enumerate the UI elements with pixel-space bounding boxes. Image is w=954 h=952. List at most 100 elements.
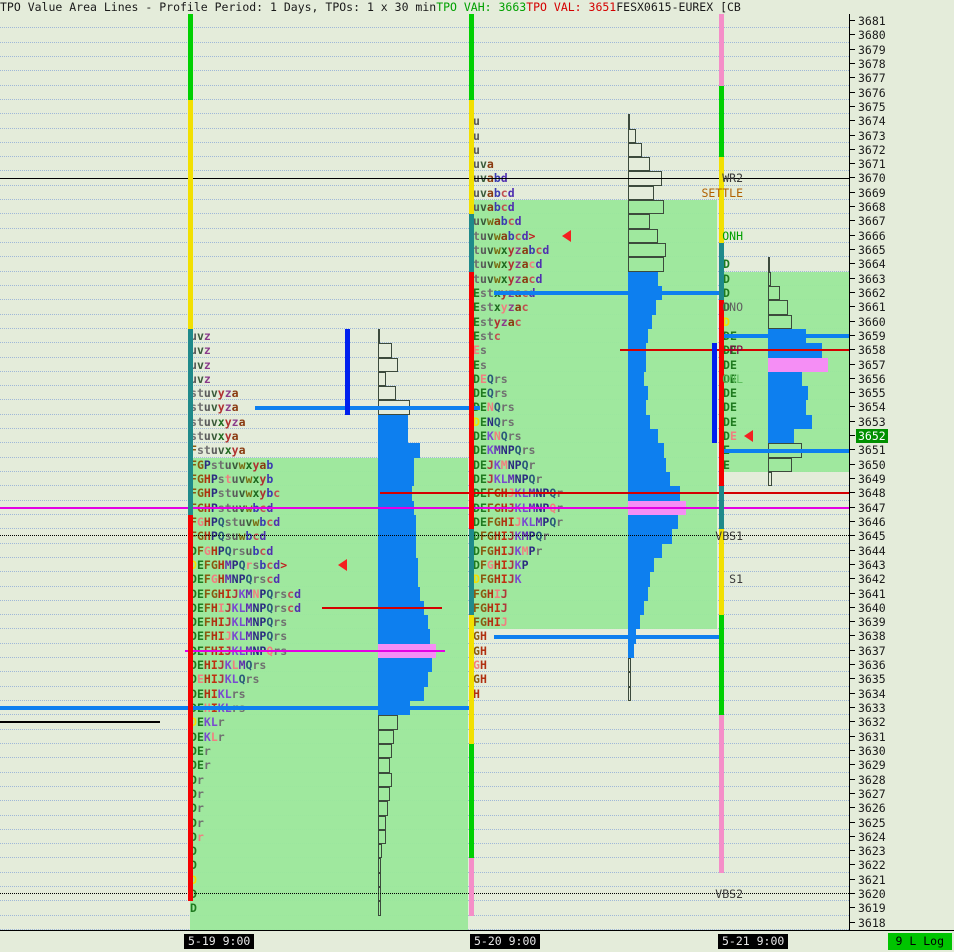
price-scale-row[interactable]: 3624: [850, 830, 954, 844]
price-scale-row[interactable]: 3674: [850, 114, 954, 128]
tpo-row: DFGHIJKMPQr: [473, 529, 550, 544]
price-scale-row[interactable]: 3656: [850, 372, 954, 386]
volume-bar: [628, 672, 631, 687]
volume-bar: [628, 600, 644, 616]
tpo-row: H: [473, 686, 480, 701]
price-scale[interactable]: 3681 3680 3679 3678 3677 3676 3675 3674 3673 3672…: [849, 14, 954, 930]
price-scale-row[interactable]: 3625: [850, 816, 954, 830]
gridline: [0, 284, 849, 286]
price-scale-row[interactable]: 3679: [850, 43, 954, 57]
price-scale-row[interactable]: 3671: [850, 157, 954, 171]
price-scale-row[interactable]: 3660: [850, 315, 954, 329]
price-level-label-settle: SETTLE: [701, 185, 743, 200]
price-scale-row[interactable]: 3662: [850, 286, 954, 300]
price-label: 3660: [858, 314, 886, 329]
price-scale-row[interactable]: 3622: [850, 858, 954, 872]
price-scale-row[interactable]: 3651: [850, 443, 954, 457]
price-scale-row[interactable]: 3675: [850, 100, 954, 114]
session-separator-segment: [719, 300, 724, 487]
price-scale-row[interactable]: 3628: [850, 773, 954, 787]
price-scale-row[interactable]: 3678: [850, 57, 954, 71]
price-scale-row[interactable]: 3626: [850, 801, 954, 815]
price-scale-row[interactable]: 3665: [850, 243, 954, 257]
price-scale-row[interactable]: 3634: [850, 687, 954, 701]
price-scale-row[interactable]: 3677: [850, 71, 954, 85]
price-scale-row[interactable]: 3659: [850, 329, 954, 343]
price-scale-row[interactable]: 3621: [850, 873, 954, 887]
price-scale-row[interactable]: 3680: [850, 28, 954, 42]
price-scale-row[interactable]: 3676: [850, 86, 954, 100]
price-scale-row[interactable]: 3627: [850, 787, 954, 801]
price-tick: [850, 306, 855, 308]
time-axis-label[interactable]: 5-19 9:00: [184, 934, 255, 949]
volume-bar: [768, 400, 806, 415]
price-scale-row[interactable]: 3657: [850, 358, 954, 372]
price-scale-row[interactable]: 3620: [850, 887, 954, 901]
volume-bar: [628, 414, 650, 430]
price-scale-row[interactable]: 3648: [850, 486, 954, 500]
price-scale-row[interactable]: 3652: [850, 429, 954, 444]
tpo-row: GH: [473, 643, 487, 658]
price-scale-row[interactable]: 3654: [850, 400, 954, 414]
current-tpo-arrow: [338, 559, 347, 572]
volume-bar: [768, 457, 792, 472]
time-axis[interactable]: 5-19 9:00 5-20 9:00 5-21 9:00 9 L Log: [0, 930, 954, 952]
price-scale-row[interactable]: 3633: [850, 701, 954, 715]
volume-bar: [378, 872, 381, 888]
price-scale-row[interactable]: 3646: [850, 515, 954, 529]
price-scale-row[interactable]: 3637: [850, 644, 954, 658]
price-scale-row[interactable]: 3669: [850, 186, 954, 200]
price-scale-row[interactable]: 3661: [850, 300, 954, 314]
price-line: [380, 492, 849, 495]
price-scale-row[interactable]: 3672: [850, 143, 954, 157]
price-scale-row[interactable]: 3649: [850, 472, 954, 486]
volume-bar: [628, 243, 666, 258]
session-separator-segment: [469, 743, 474, 859]
price-scale-row[interactable]: 3643: [850, 558, 954, 572]
price-scale-row[interactable]: 3650: [850, 458, 954, 472]
price-scale-row[interactable]: 3655: [850, 386, 954, 400]
tpo-row: DE: [723, 414, 737, 429]
tpo-row: DFGHPQrsubcd: [190, 543, 274, 558]
price-scale-row[interactable]: 3631: [850, 730, 954, 744]
price-scale-row[interactable]: 3630: [850, 744, 954, 758]
price-tick: [850, 893, 855, 895]
price-scale-row[interactable]: 3645: [850, 529, 954, 543]
price-scale-row[interactable]: 3681: [850, 14, 954, 28]
price-scale-row[interactable]: 3666: [850, 229, 954, 243]
price-scale-row[interactable]: 3664: [850, 257, 954, 271]
price-scale-row[interactable]: 3663: [850, 272, 954, 286]
price-label: 3644: [858, 543, 886, 558]
value-area-region: [473, 200, 717, 630]
price-scale-row[interactable]: 3647: [850, 501, 954, 515]
price-scale-row[interactable]: 3629: [850, 758, 954, 772]
price-scale-row[interactable]: 3640: [850, 601, 954, 615]
price-scale-row[interactable]: 3658: [850, 343, 954, 357]
price-scale-row[interactable]: 3635: [850, 672, 954, 686]
log-scale-button[interactable]: 9 L Log: [887, 933, 952, 950]
price-scale-row[interactable]: 3623: [850, 844, 954, 858]
price-scale-row[interactable]: 3668: [850, 200, 954, 214]
price-scale-row[interactable]: 3667: [850, 214, 954, 228]
tpo-row: GH: [473, 672, 487, 687]
tpo-row: DEr: [190, 743, 211, 758]
time-axis-label[interactable]: 5-20 9:00: [470, 934, 541, 949]
tpo-row: GH: [473, 658, 487, 673]
price-scale-row[interactable]: 3639: [850, 615, 954, 629]
price-scale-row[interactable]: 3618: [850, 916, 954, 930]
price-scale-row[interactable]: 3638: [850, 629, 954, 643]
price-scale-row[interactable]: 3642: [850, 572, 954, 586]
price-scale-row[interactable]: 3644: [850, 544, 954, 558]
price-scale-row[interactable]: 3673: [850, 129, 954, 143]
price-scale-row[interactable]: 3641: [850, 587, 954, 601]
price-scale-row[interactable]: 3632: [850, 715, 954, 729]
chart-plot-area[interactable]: uvz uvz uvz uvz stuvyza stuvyza stuvxyza stuvxy…: [0, 14, 849, 930]
price-scale-row[interactable]: 3653: [850, 415, 954, 429]
time-axis-label[interactable]: 5-21 9:00: [718, 934, 789, 949]
price-scale-row[interactable]: 3636: [850, 658, 954, 672]
tpo-row: D: [190, 901, 197, 916]
price-tick: [850, 735, 855, 737]
tpo-row: DFGHIJKP: [473, 557, 529, 572]
price-scale-row[interactable]: 3619: [850, 901, 954, 915]
price-scale-row[interactable]: 3670: [850, 171, 954, 185]
